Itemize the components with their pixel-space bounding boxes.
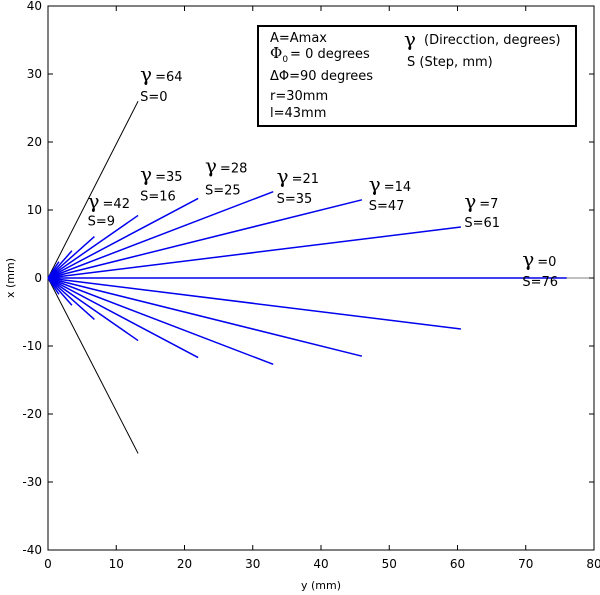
y-tick-label: 40 bbox=[27, 0, 42, 13]
gamma-value: =7 bbox=[479, 197, 498, 212]
boundary-lines bbox=[47, 100, 139, 454]
legend-line-amplitude: A=Amax bbox=[270, 31, 327, 46]
x-tick-label: 20 bbox=[177, 557, 192, 571]
legend-phi-value: = 0 degrees bbox=[290, 47, 370, 62]
trajectory-gamma-label: γ =28 bbox=[205, 154, 247, 178]
gamma-symbol: γ bbox=[464, 189, 476, 213]
y-tick-label: -30 bbox=[22, 475, 42, 489]
trajectory-step-label: S=61 bbox=[464, 216, 500, 231]
trajectory-line-upper bbox=[47, 235, 95, 279]
legend-frame bbox=[257, 25, 577, 127]
legend-step-description: S (Step, mm) bbox=[407, 55, 493, 70]
trajectory-line-lower bbox=[47, 277, 462, 330]
gamma-symbol: γ bbox=[205, 154, 217, 178]
gamma-symbol: γ bbox=[369, 172, 381, 196]
legend-line-radius: r=30mm bbox=[270, 89, 328, 104]
trajectory-step-label: S=0 bbox=[140, 90, 167, 105]
gamma-symbol: γ bbox=[522, 247, 534, 271]
trajectory-step-label: S=25 bbox=[205, 183, 241, 198]
legend-phi-subscript: 0 bbox=[282, 55, 288, 65]
x-tick-label: 50 bbox=[382, 557, 397, 571]
boundary-line bbox=[47, 100, 139, 279]
trajectory-step-label: S=35 bbox=[277, 192, 313, 207]
legend-line-delta-phi: ΔΦ=90 degrees bbox=[270, 69, 373, 84]
trajectory-line-lower bbox=[47, 277, 95, 321]
legend-gamma-symbol: γ bbox=[404, 27, 416, 51]
trajectory-line-upper bbox=[47, 199, 363, 279]
boundary-line bbox=[47, 277, 139, 454]
legend-phi-symbol: Φ bbox=[270, 44, 282, 62]
trajectory-line-upper bbox=[47, 261, 60, 279]
gamma-value: =28 bbox=[220, 162, 247, 177]
trajectory-line-upper bbox=[47, 190, 274, 279]
y-tick-label: 10 bbox=[27, 203, 42, 217]
trajectory-line-lower bbox=[47, 277, 363, 357]
legend-box: A=Amax Φ0 = 0 degrees ΔΦ=90 degrees r=30m… bbox=[257, 25, 577, 127]
trajectory-step-label: S=76 bbox=[522, 275, 558, 290]
gamma-value: =21 bbox=[292, 172, 319, 187]
trajectory-line-lower bbox=[47, 277, 60, 295]
gamma-value: =42 bbox=[103, 197, 130, 212]
y-tick-label: -10 bbox=[22, 339, 42, 353]
gamma-value: =35 bbox=[155, 170, 182, 185]
gamma-symbol: γ bbox=[140, 162, 152, 186]
x-tick-label: 60 bbox=[450, 557, 465, 571]
gamma-value: =0 bbox=[537, 255, 556, 270]
trajectory-gamma-label: γ =64 bbox=[140, 62, 182, 86]
gamma-value: =14 bbox=[384, 180, 411, 195]
legend-line-length: l=43mm bbox=[270, 106, 326, 121]
trajectory-gamma-label: γ =35 bbox=[140, 162, 182, 186]
x-axis-title: y (mm) bbox=[301, 579, 341, 592]
gamma-symbol: γ bbox=[140, 62, 152, 86]
trajectory-series bbox=[47, 190, 567, 366]
trajectory-line-lower bbox=[47, 277, 199, 359]
axis-ticks: 0 10 20 30 40 50 60 70 80 -40 -30 -20 -10 0 10 20 30 40 bbox=[22, 0, 600, 571]
trajectory-line-upper bbox=[47, 214, 139, 279]
legend-line-phi: Φ0 = 0 degrees bbox=[270, 44, 370, 65]
trajectory-line-upper bbox=[47, 197, 199, 279]
gamma-symbol: γ bbox=[88, 189, 100, 213]
trajectory-line-upper bbox=[47, 226, 462, 279]
y-axis-title: x (mm) bbox=[4, 258, 17, 298]
x-tick-label: 80 bbox=[586, 557, 600, 571]
x-tick-label: 0 bbox=[44, 557, 52, 571]
gamma-value: =64 bbox=[155, 70, 182, 85]
trajectory-annotations: γ =0S=76γ =7S=61γ =14S=47γ =21S=35γ =28S=25γ =… bbox=[88, 62, 558, 290]
trajectory-gamma-label: γ =21 bbox=[277, 164, 319, 188]
x-tick-label: 40 bbox=[313, 557, 328, 571]
legend-gamma-description: (Direcction, degrees) bbox=[424, 33, 561, 48]
trajectory-line-upper bbox=[47, 250, 73, 279]
y-tick-label: 20 bbox=[27, 135, 42, 149]
trajectory-gamma-label: γ =0 bbox=[522, 247, 556, 271]
y-tick-label: 30 bbox=[27, 67, 42, 81]
x-tick-label: 30 bbox=[245, 557, 260, 571]
trajectory-line-lower bbox=[47, 277, 73, 306]
trajectory-gamma-label: γ =14 bbox=[369, 172, 411, 196]
trajectory-step-label: S=47 bbox=[369, 199, 405, 214]
y-tick-label: 0 bbox=[34, 271, 42, 285]
trajectory-step-label: S=16 bbox=[140, 189, 176, 204]
gamma-symbol: γ bbox=[277, 164, 289, 188]
trajectory-gamma-label: γ =7 bbox=[464, 189, 498, 213]
trajectory-step-label: S=9 bbox=[88, 215, 115, 230]
trajectory-line-lower bbox=[47, 277, 274, 366]
trajectory-line-lower bbox=[47, 277, 139, 342]
y-tick-label: -40 bbox=[22, 543, 42, 557]
y-tick-label: -20 bbox=[22, 407, 42, 421]
x-tick-label: 10 bbox=[109, 557, 124, 571]
trajectory-gamma-label: γ =42 bbox=[88, 189, 130, 213]
x-tick-label: 70 bbox=[518, 557, 533, 571]
